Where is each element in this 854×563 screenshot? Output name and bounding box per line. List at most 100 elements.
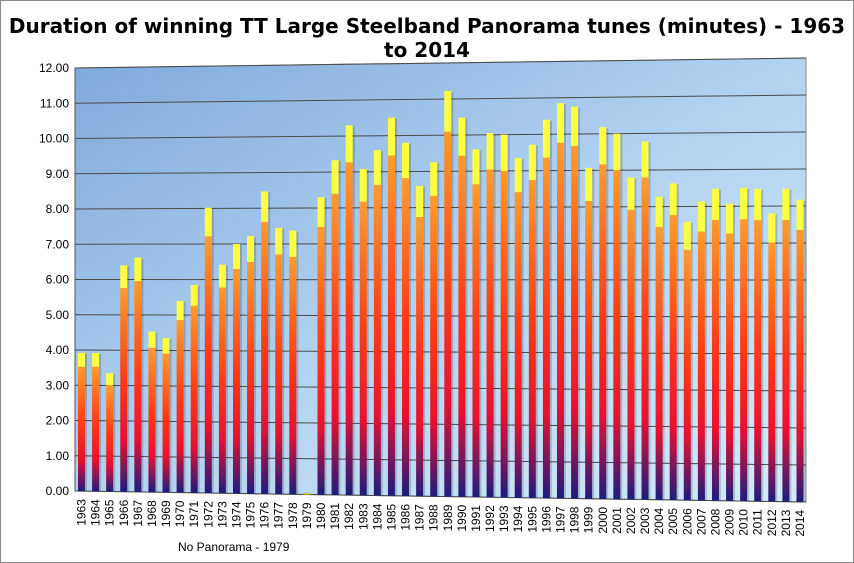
x-tick-label: 1987: [413, 504, 427, 531]
bar: [373, 184, 381, 496]
bar-shadow: [803, 200, 806, 502]
gridline: [74, 131, 807, 139]
bar-shadow: [733, 204, 736, 501]
x-tick-label: 1965: [103, 499, 117, 526]
x-tick-label: 1991: [469, 505, 483, 532]
bar-top: [444, 91, 452, 132]
no-panorama-note: No Panorama - 1979: [178, 540, 290, 554]
x-tick-label: 1969: [159, 500, 173, 527]
x-tick-label: 2002: [624, 507, 638, 534]
bar-shadow: [352, 126, 355, 496]
bar-top: [641, 141, 649, 178]
x-tick-label: 2004: [652, 507, 666, 534]
bar-top: [683, 221, 691, 250]
bar-top: [782, 188, 790, 221]
x-tick-label: 1983: [356, 503, 370, 530]
bar-top: [514, 158, 522, 193]
bar: [106, 384, 114, 492]
bar-top: [585, 167, 593, 201]
bar-shadow: [183, 301, 186, 493]
bar: [204, 236, 212, 494]
bar-top: [472, 149, 480, 185]
bar-top: [557, 103, 564, 143]
x-tick-label: 2005: [666, 508, 680, 535]
x-tick-label: 2008: [708, 508, 722, 535]
x-tick-label: 1988: [427, 504, 441, 531]
y-tick-label: 0.00: [46, 484, 70, 498]
bar-shadow: [225, 265, 228, 494]
y-tick-label: 4.00: [46, 343, 70, 357]
bar-shadow: [324, 198, 327, 495]
bar-top: [275, 227, 283, 255]
gridline: [74, 94, 807, 104]
bar-shadow: [662, 197, 665, 500]
y-tick-label: 8.00: [46, 202, 70, 216]
bar-shadow: [127, 266, 130, 492]
bar-top: [655, 196, 663, 228]
bar-top: [458, 117, 466, 156]
bar-shadow: [254, 237, 257, 494]
x-tick-label: 2003: [638, 507, 652, 534]
bar: [359, 201, 367, 496]
bar: [542, 157, 550, 499]
bar: [134, 281, 142, 492]
bar: [78, 366, 85, 492]
bar: [585, 200, 593, 499]
gridline: [74, 205, 807, 210]
x-tick-label: 2013: [779, 509, 793, 536]
bar-shadow: [493, 133, 496, 498]
bar-shadow: [620, 134, 623, 500]
bar: [500, 170, 508, 498]
bar-shadow: [423, 186, 426, 497]
bar-top: [218, 264, 226, 288]
y-tick-label: 6.00: [46, 273, 70, 287]
x-tick-label: 1971: [187, 500, 201, 527]
bar-top: [528, 144, 536, 180]
gridline: [74, 168, 807, 175]
bar-top: [669, 183, 677, 216]
bar-top: [697, 201, 705, 232]
y-tick-label: 12.00: [39, 61, 69, 75]
bar-shadow: [141, 258, 144, 492]
x-tick-label: 1980: [314, 502, 328, 529]
bar: [387, 155, 395, 496]
x-tick-label: 1967: [131, 500, 145, 527]
bars: [78, 91, 806, 502]
x-axis-ticks: 1963 1964 1965 1966 1967 1968 1969 1970 1971 1972…: [75, 499, 808, 537]
bar-shadow: [437, 163, 440, 497]
bar-top: [542, 119, 550, 158]
bar-shadow: [634, 178, 637, 500]
x-tick-label: 1997: [554, 506, 568, 533]
bar-top: [331, 160, 339, 194]
bar: [430, 195, 438, 497]
bar-shadow: [761, 189, 764, 502]
bar-shadow: [549, 120, 552, 499]
x-tick-label: 1993: [497, 505, 511, 532]
bar-top: [92, 352, 100, 367]
bar: [317, 226, 325, 495]
bar-top: [627, 177, 635, 210]
bar: [416, 216, 424, 497]
x-tick-label: 1970: [173, 500, 187, 527]
bar-shadow: [718, 189, 721, 501]
bar-empty: [303, 493, 311, 495]
y-tick-label: 10.00: [39, 132, 69, 146]
bar-shadow: [409, 143, 412, 496]
bar: [472, 184, 480, 498]
chart-title: Duration of winning TT Large Steelband P…: [8, 14, 846, 62]
bar: [444, 131, 452, 497]
bar-shadow: [479, 150, 482, 498]
bar-top: [796, 199, 804, 230]
x-tick-label: 1974: [229, 501, 243, 528]
x-tick-label: 1964: [89, 499, 103, 526]
x-tick-label: 1984: [370, 503, 384, 530]
bar-top: [176, 300, 184, 321]
x-tick-label: 2012: [765, 509, 779, 536]
x-tick-label: 2006: [680, 508, 694, 535]
y-tick-label: 1.00: [46, 449, 70, 463]
bar: [162, 353, 170, 493]
x-tick-label: 1986: [399, 504, 413, 531]
bar-shadow: [211, 208, 214, 494]
bar: [768, 242, 776, 502]
